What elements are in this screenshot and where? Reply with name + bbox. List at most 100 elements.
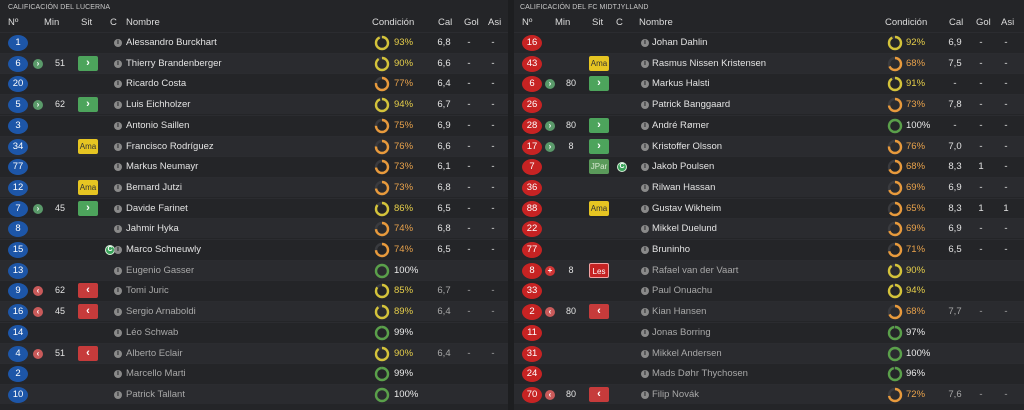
info-icon[interactable]: i — [641, 308, 649, 317]
col-c[interactable]: C — [110, 17, 117, 28]
player-name[interactable]: Mads Døhr Thychosen — [652, 368, 748, 380]
player-name[interactable]: Rasmus Nissen Kristensen — [652, 57, 767, 69]
substituted-on-tag[interactable]: › — [589, 117, 609, 133]
info-icon[interactable]: i — [114, 246, 122, 254]
col-sit[interactable]: Sit — [81, 17, 93, 28]
table-row[interactable]: 77 i Bruninho 71% 6,5 - - — [514, 239, 1024, 259]
player-name[interactable]: Sergio Arnaboldi — [126, 306, 196, 318]
info-icon[interactable]: i — [114, 390, 122, 399]
substituted-off-tag[interactable]: ‹ — [78, 283, 98, 299]
table-row[interactable]: 26 i Patrick Banggaard 73% 7,8 - - — [514, 94, 1024, 115]
info-icon[interactable]: i — [641, 59, 649, 68]
info-icon[interactable]: i — [641, 39, 649, 47]
substituted-off-tag[interactable]: ‹ — [78, 304, 98, 320]
info-icon[interactable]: i — [641, 370, 649, 379]
player-name[interactable]: Patrick Tallant — [126, 388, 185, 400]
player-name[interactable]: Patrick Banggaard — [652, 99, 731, 111]
col-gol[interactable]: Gol — [976, 17, 991, 28]
player-name[interactable]: Marcello Marti — [126, 368, 186, 380]
col-min[interactable]: Min — [44, 17, 60, 28]
table-row[interactable]: 17 › 8 › i Kristoffer Olsson 76% 7,0- - — [514, 135, 1024, 156]
table-row[interactable]: 2 i Marcello Marti 99% — [0, 363, 508, 383]
player-name[interactable]: Thierry Brandenberger — [126, 57, 222, 69]
table-row[interactable]: 28 › 80 › i André Rømer 100% - - - — [514, 114, 1024, 135]
table-row[interactable]: 1 i Alessandro Burckhart 93% 6,8 - - — [0, 32, 508, 52]
col-gol[interactable]: Gol — [464, 17, 479, 28]
info-icon[interactable]: i — [641, 390, 649, 399]
player-name[interactable]: Antonio Saillen — [126, 119, 190, 131]
info-icon[interactable]: i — [641, 163, 649, 172]
player-name[interactable]: Bruninho — [652, 244, 691, 255]
col-name[interactable]: Nombre — [126, 17, 160, 28]
player-name[interactable]: Rilwan Hassan — [652, 181, 716, 193]
info-icon[interactable]: i — [641, 204, 649, 213]
player-name[interactable]: Davide Farinet — [126, 202, 188, 214]
player-name[interactable]: Mikkel Andersen — [652, 347, 722, 359]
info-icon[interactable]: i — [641, 287, 649, 296]
table-row[interactable]: 43 Ama i Rasmus Nissen Kristensen 68% 7,5 - - — [514, 52, 1024, 73]
info-icon[interactable]: i — [641, 183, 649, 192]
table-row[interactable]: 31 i Mikkel Andersen 100% — [514, 342, 1024, 363]
col-cal[interactable]: Cal — [949, 17, 964, 28]
info-icon[interactable]: i — [641, 80, 649, 89]
table-row[interactable]: 8 i Jahmir Hyka 74% 6,8 - - — [0, 218, 508, 239]
info-icon[interactable]: i — [114, 349, 122, 358]
table-row[interactable]: 24 i Mads Døhr Thychosen 96% — [514, 363, 1024, 383]
player-of-match-tag[interactable]: JPar — [589, 159, 609, 175]
table-row[interactable]: 77 i Markus Neumayr 73% 6,1 - - — [0, 156, 508, 176]
info-icon[interactable]: i — [641, 246, 649, 254]
table-row[interactable]: 88 Ama i Gustav Wikheim 65% 8,3 1 1 — [514, 197, 1024, 218]
info-icon[interactable]: i — [114, 308, 122, 317]
player-name[interactable]: Johan Dahlin — [652, 37, 708, 48]
player-name[interactable]: Alberto Eclair — [126, 347, 183, 359]
info-icon[interactable]: i — [641, 142, 649, 151]
table-row[interactable]: 22 i Mikkel Duelund 69% 6,9 - - — [514, 218, 1024, 239]
table-row[interactable]: 9 ‹ 62 ‹ i Tomi Juric 85% 6,7 - - — [0, 280, 508, 300]
yellow-card-tag[interactable]: Ama — [589, 55, 609, 71]
info-icon[interactable]: i — [114, 142, 122, 151]
substituted-on-tag[interactable]: › — [78, 200, 98, 216]
substituted-off-tag[interactable]: ‹ — [589, 386, 609, 402]
player-name[interactable]: Gustav Wikheim — [652, 202, 722, 214]
col-num[interactable]: Nº — [522, 17, 533, 28]
substituted-off-tag[interactable]: ‹ — [78, 345, 98, 361]
col-cond[interactable]: Condición — [372, 17, 415, 28]
info-icon[interactable]: i — [114, 287, 122, 296]
table-row[interactable]: 4 ‹ 51 ‹ i Alberto Eclair 90% 6,4 - - — [0, 342, 508, 363]
table-row[interactable]: 20 i Ricardo Costa 77% 6,4 - - — [0, 73, 508, 93]
player-name[interactable]: Markus Halsti — [652, 78, 710, 90]
col-c[interactable]: C — [616, 17, 623, 28]
info-icon[interactable]: i — [114, 183, 122, 192]
player-name[interactable]: Ricardo Costa — [126, 78, 187, 90]
substituted-on-tag[interactable]: › — [78, 55, 98, 71]
info-icon[interactable]: i — [641, 349, 649, 358]
info-icon[interactable]: i — [114, 59, 122, 68]
info-icon[interactable]: i — [114, 39, 122, 47]
player-name[interactable]: Marco Schneuwly — [126, 244, 201, 255]
player-name[interactable]: Jonas Borring — [652, 326, 711, 338]
info-icon[interactable]: i — [641, 225, 649, 234]
substituted-on-tag[interactable]: › — [78, 97, 98, 113]
table-row[interactable]: 13 i Eugenio Gasser 100% — [0, 259, 508, 280]
info-icon[interactable]: i — [114, 121, 122, 130]
player-name[interactable]: Léo Schwab — [126, 326, 179, 338]
table-row[interactable]: 36 i Rilwan Hassan 69% 6,9 - - — [514, 176, 1024, 197]
table-row[interactable]: 10 i Patrick Tallant 100% — [0, 383, 508, 404]
info-icon[interactable]: i — [114, 163, 122, 172]
table-row[interactable]: 16 i Johan Dahlin 92% 6,9 - - — [514, 32, 1024, 52]
info-icon[interactable]: i — [114, 80, 122, 89]
info-icon[interactable]: i — [641, 328, 649, 337]
col-min[interactable]: Min — [555, 17, 571, 28]
substituted-on-tag[interactable]: › — [589, 76, 609, 92]
info-icon[interactable]: i — [114, 266, 122, 275]
player-name[interactable]: Tomi Juric — [126, 285, 169, 297]
player-name[interactable]: Filip Novák — [652, 388, 699, 400]
info-icon[interactable]: i — [641, 121, 649, 130]
yellow-card-tag[interactable]: Ama — [589, 200, 609, 216]
player-name[interactable]: Jakob Poulsen — [652, 161, 715, 173]
substituted-off-tag[interactable]: ‹ — [589, 304, 609, 320]
info-icon[interactable]: i — [641, 101, 649, 110]
table-row[interactable]: 7 › 45 › i Davide Farinet 86% 6,5 - - — [0, 197, 508, 218]
col-name[interactable]: Nombre — [639, 17, 673, 28]
